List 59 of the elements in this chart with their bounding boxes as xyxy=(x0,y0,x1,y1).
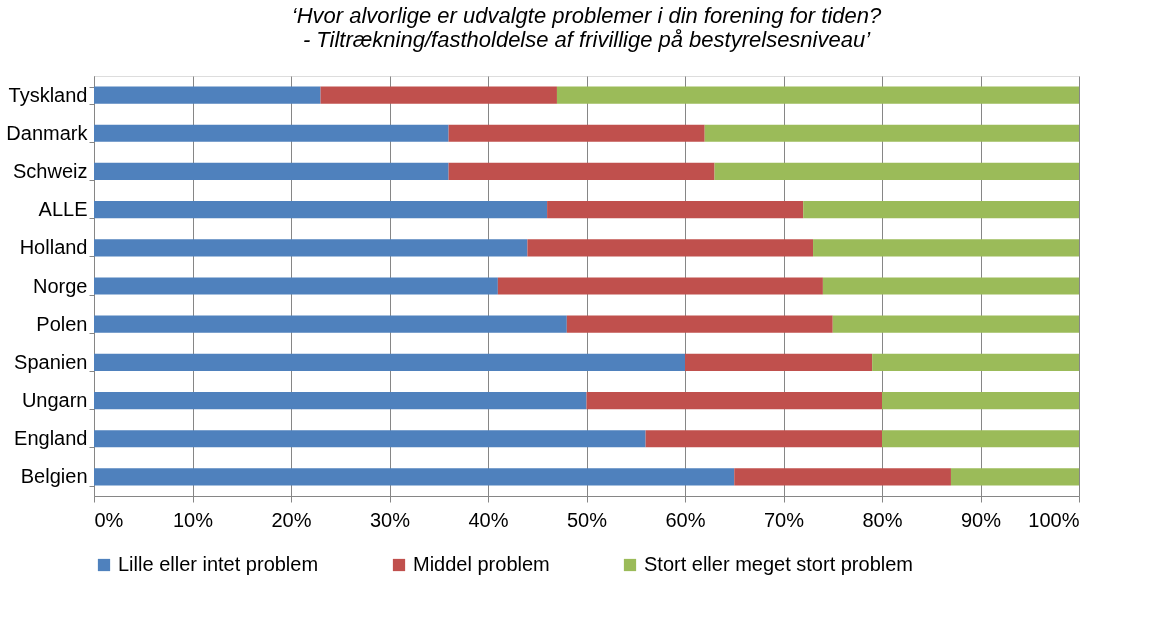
x-tick-label: 40% xyxy=(468,508,509,531)
bar xyxy=(803,201,1079,219)
bar xyxy=(497,277,823,295)
bar xyxy=(734,468,951,486)
bar xyxy=(704,124,1079,142)
x-tick-label: 10% xyxy=(172,508,214,531)
x-tick-label: 0% xyxy=(94,508,124,531)
bar xyxy=(882,430,1079,448)
y-tick-label: Ungarn xyxy=(21,389,88,412)
bar xyxy=(94,124,449,142)
x-tick-label: 60% xyxy=(665,508,706,531)
x-tick-label: 30% xyxy=(369,508,411,531)
bar xyxy=(832,315,1079,333)
bar xyxy=(448,124,705,142)
bar xyxy=(813,239,1079,257)
bar xyxy=(872,353,1079,371)
bar xyxy=(94,239,528,257)
legend-label: Middel problem xyxy=(413,553,550,575)
y-tick-label: Norge xyxy=(33,274,88,297)
bar xyxy=(448,162,715,181)
bar xyxy=(94,201,548,219)
legend-label: Stort eller meget stort problem xyxy=(644,553,913,575)
bar xyxy=(527,239,814,257)
x-tick-label: 100% xyxy=(1028,508,1080,531)
bar xyxy=(94,277,498,295)
bar xyxy=(547,201,804,219)
bar xyxy=(882,391,1079,410)
bar xyxy=(94,86,321,104)
y-tick-label: Tyskland xyxy=(8,83,88,106)
bar xyxy=(714,162,1079,181)
y-tick-label: Danmark xyxy=(6,121,89,144)
bar xyxy=(94,162,449,181)
bar xyxy=(950,468,1079,486)
y-tick-label: Spanien xyxy=(14,350,88,373)
bar xyxy=(94,353,685,371)
y-tick-label: ALLE xyxy=(38,198,88,221)
bar xyxy=(320,86,557,104)
bar xyxy=(556,86,1079,104)
bar xyxy=(94,430,646,448)
bar xyxy=(94,468,735,486)
x-tick-label: 20% xyxy=(271,508,312,531)
x-tick-label: 80% xyxy=(862,508,903,531)
y-tick-label: Belgien xyxy=(20,465,88,488)
chart-title: ‘Hvor alvorlige er udvalgte problemer i din forening for tiden? - Tiltrækning/fastholdelse af frivillige på bestyrelsesniveau’ xyxy=(291,3,882,52)
x-tick-label: 50% xyxy=(566,508,608,531)
bar xyxy=(685,353,873,371)
bar xyxy=(94,391,587,410)
bar xyxy=(645,430,882,448)
bar xyxy=(94,315,567,333)
bar xyxy=(566,315,833,333)
x-tick-label: 70% xyxy=(763,508,805,531)
y-tick-label: Holland xyxy=(19,236,88,259)
bar xyxy=(822,277,1079,295)
y-tick-label: Polen xyxy=(36,312,88,335)
x-tick-label: 90% xyxy=(960,508,1002,531)
bar xyxy=(586,391,882,410)
y-tick-label: England xyxy=(14,427,88,450)
y-tick-label: Schweiz xyxy=(13,159,88,182)
legend-label: Lille eller intet problem xyxy=(118,553,319,575)
